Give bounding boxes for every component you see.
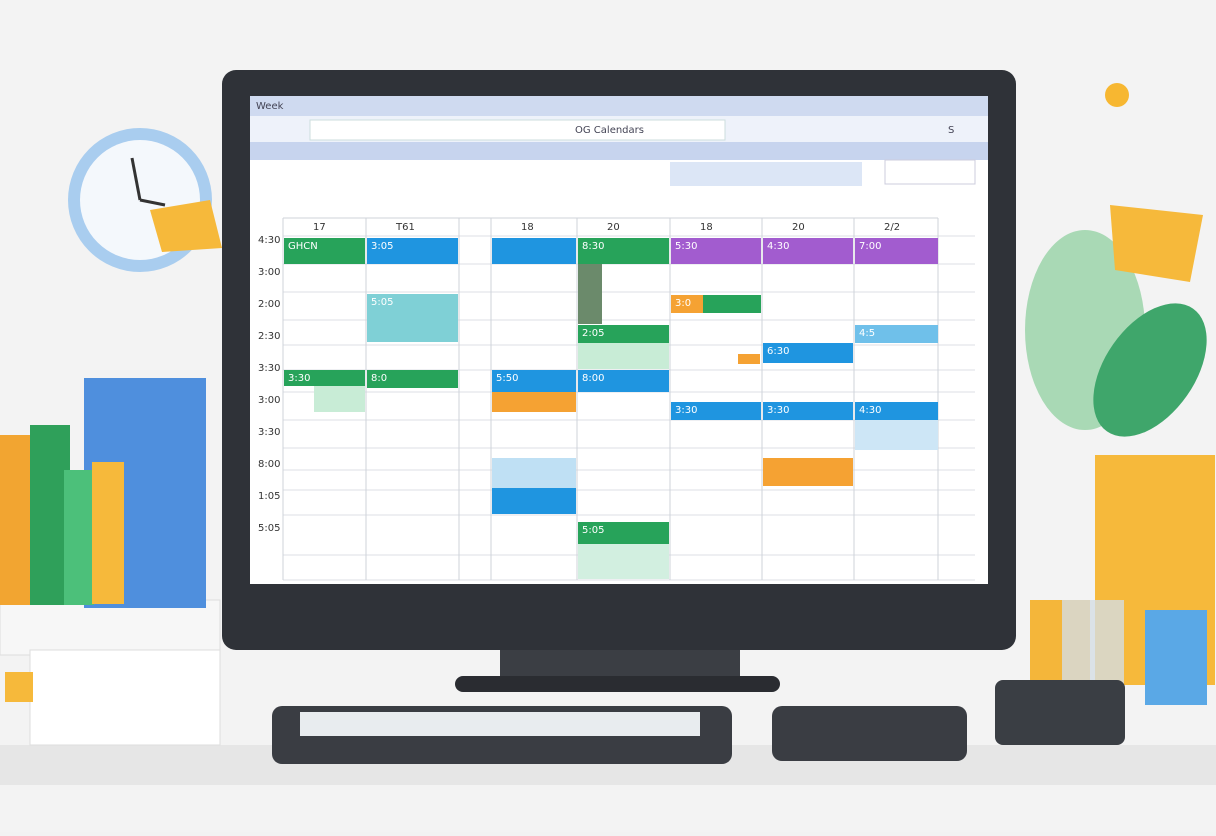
event	[578, 325, 669, 343]
sticky-note	[1110, 205, 1203, 282]
stand-base	[455, 676, 780, 692]
event	[284, 370, 365, 386]
time-label: 3:00	[258, 395, 280, 406]
cup	[1145, 610, 1207, 705]
day-header: 20	[792, 222, 805, 233]
book	[0, 435, 30, 605]
pen-holder	[1062, 600, 1124, 685]
window-title: Week	[256, 101, 284, 112]
sticky-note	[150, 200, 222, 252]
event	[578, 370, 669, 392]
clock-hand	[139, 198, 166, 207]
event	[578, 343, 669, 369]
event	[492, 392, 576, 412]
stand	[500, 650, 740, 680]
book	[30, 425, 70, 605]
event-label: GHCN	[288, 241, 318, 252]
event-label: 3:0	[675, 298, 691, 309]
trackpad	[772, 706, 967, 761]
book	[64, 470, 94, 605]
event-label: 7:00	[859, 241, 881, 252]
search-text[interactable]: OG Calendars	[575, 125, 644, 136]
event	[578, 544, 669, 579]
event-label: 4:30	[859, 405, 881, 416]
event	[492, 488, 576, 514]
day-header: 18	[700, 222, 713, 233]
event	[763, 238, 853, 264]
event-label: 5:05	[582, 525, 604, 536]
device	[995, 680, 1125, 745]
keys	[300, 712, 700, 736]
event	[492, 370, 576, 392]
day-header: 18	[521, 222, 534, 233]
event	[284, 238, 365, 264]
event-label: 8:30	[582, 241, 604, 252]
event-label: 8:0	[371, 373, 387, 384]
event	[763, 458, 853, 486]
event-label: 5:05	[371, 297, 393, 308]
event	[578, 238, 669, 264]
clock-hand	[130, 157, 142, 201]
event	[492, 458, 576, 488]
search-box[interactable]	[309, 119, 726, 141]
event-label: 5:50	[496, 373, 518, 384]
day-header: T61	[395, 222, 415, 233]
event-label: 6:30	[767, 346, 789, 357]
toolbar-button[interactable]: S	[948, 125, 954, 136]
event	[855, 238, 938, 264]
event	[578, 264, 602, 324]
event	[367, 294, 458, 342]
time-label: 3:30	[258, 363, 280, 374]
event	[578, 522, 669, 544]
book-stack	[0, 599, 221, 656]
event-label: 3:30	[767, 405, 789, 416]
title-bar	[250, 96, 988, 116]
event-label: 8:00	[582, 373, 604, 384]
event	[855, 402, 938, 420]
time-label: 4:30	[258, 235, 280, 246]
event	[855, 325, 938, 343]
time-label: 3:30	[258, 427, 280, 438]
event	[855, 420, 938, 450]
event	[314, 386, 365, 412]
mini-panel	[884, 159, 976, 185]
event-label: 5:30	[675, 241, 697, 252]
event-label: 4:30	[767, 241, 789, 252]
book	[92, 462, 124, 604]
calendar: 17 T61 18 20 18 20 2/2 4:30 3:00 2:00 2:30 3:30 3:00…	[258, 217, 975, 581]
papers	[29, 649, 221, 746]
event	[671, 402, 761, 420]
time-label: 2:00	[258, 299, 280, 310]
leaf	[1093, 303, 1207, 437]
event-label: 3:30	[288, 373, 310, 384]
event	[763, 343, 853, 363]
time-label: 2:30	[258, 331, 280, 342]
event	[671, 295, 703, 313]
event	[763, 402, 853, 420]
event	[738, 354, 760, 364]
event-label: 3:30	[675, 405, 697, 416]
time-label: 8:00	[258, 459, 280, 470]
day-header: 20	[607, 222, 620, 233]
event	[671, 238, 761, 264]
event	[367, 370, 458, 388]
event	[492, 238, 576, 264]
time-label: 1:05	[258, 491, 280, 502]
day-header: 2/2	[884, 222, 900, 233]
event-label: 3:05	[371, 241, 393, 252]
time-label: 3:00	[258, 267, 280, 278]
day-header: 17	[313, 222, 326, 233]
nav-band	[250, 142, 988, 160]
highlight	[670, 162, 862, 186]
event-label: 2:05	[582, 328, 604, 339]
event	[367, 238, 458, 264]
event-label: 4:5	[859, 328, 875, 339]
sun	[1105, 83, 1129, 107]
block	[5, 672, 33, 702]
time-label: 5:05	[258, 523, 280, 534]
